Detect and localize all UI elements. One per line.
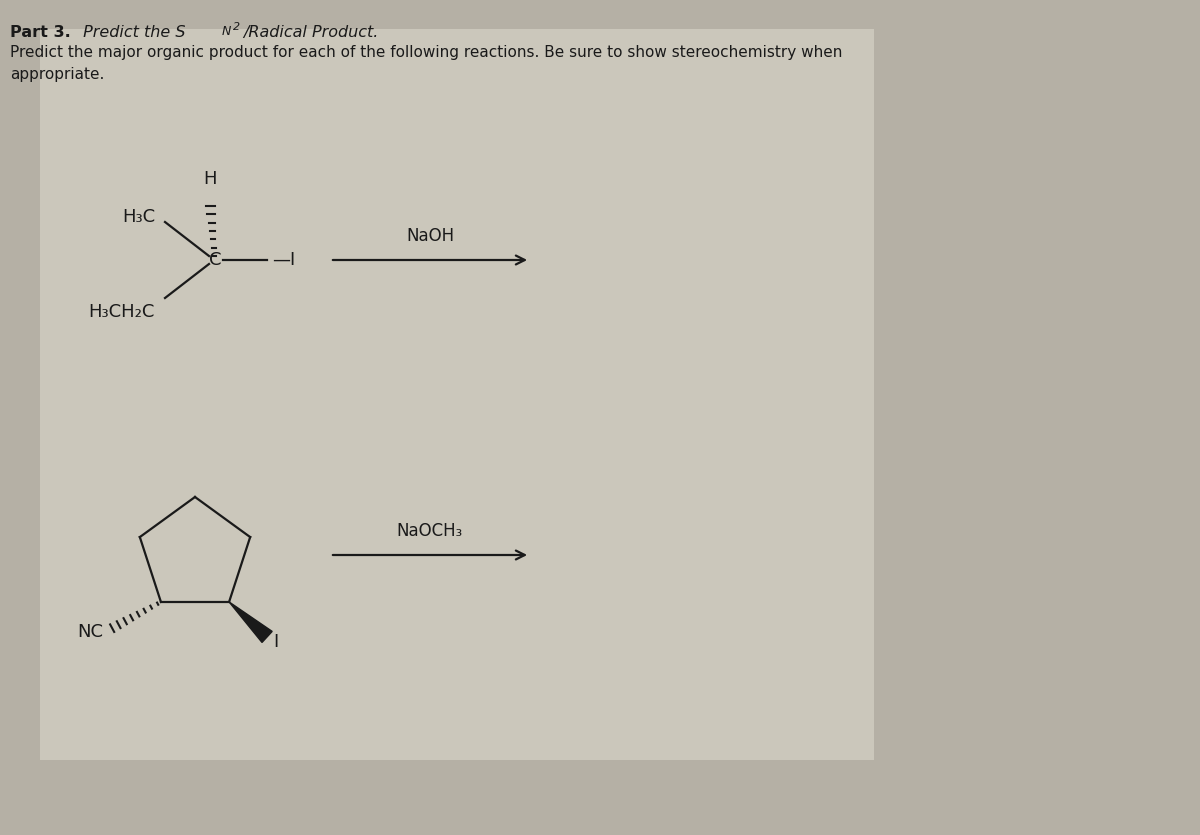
Text: NC: NC [77, 623, 103, 641]
Text: /Radical Product.: /Radical Product. [242, 25, 378, 40]
Text: 2: 2 [233, 22, 240, 32]
Text: N: N [222, 25, 232, 38]
Bar [40, 29, 874, 760]
Text: C: C [209, 251, 221, 269]
Text: H₃C: H₃C [122, 208, 155, 226]
Polygon shape [229, 602, 272, 642]
Text: NaOCH₃: NaOCH₃ [397, 522, 463, 540]
Text: I: I [274, 633, 278, 651]
Text: H: H [203, 170, 217, 188]
Text: —I: —I [272, 251, 295, 269]
Text: H₃CH₂C: H₃CH₂C [89, 303, 155, 321]
Text: appropriate.: appropriate. [10, 67, 104, 82]
Text: Part 3.: Part 3. [10, 25, 71, 40]
Text: Predict the major organic product for each of the following reactions. Be sure t: Predict the major organic product for ea… [10, 45, 842, 60]
Text: NaOH: NaOH [406, 227, 454, 245]
Text: Predict the S: Predict the S [78, 25, 186, 40]
